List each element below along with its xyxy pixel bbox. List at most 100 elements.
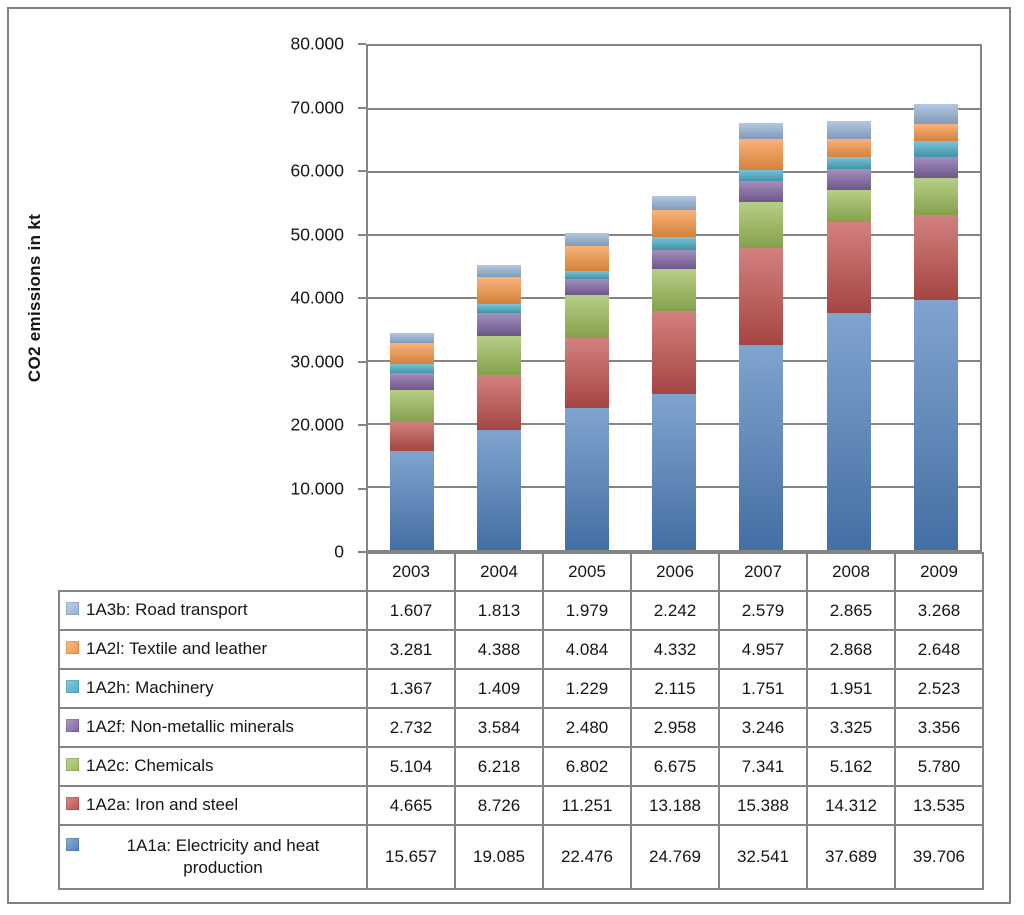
y-tick-mark [358,43,366,45]
legend-swatch-icon [66,758,79,772]
value-cell: 13.188 [630,785,720,826]
bar-segment [739,170,784,182]
value-cell: 3.246 [718,707,808,748]
legend-label: 1A2a: Iron and steel [86,795,239,815]
bar-segment [477,276,522,305]
y-tick-label: 20.000 [290,414,344,435]
y-tick-label: 80.000 [290,33,344,54]
value-cell: 2.648 [894,629,984,670]
y-tick-mark [358,487,366,490]
year-header-cell: 2006 [630,552,720,592]
y-tick-label: 70.000 [290,97,344,117]
table-row: 1A2f: Non-metallic minerals 2.732 3.584 2.4… [58,707,984,748]
bar-segment [826,189,871,223]
value-cell: 3.356 [894,707,984,748]
bar-segment [651,310,696,394]
legend-label: 1A1a: Electricity and heat production [126,835,320,877]
value-cell: 4.957 [718,629,808,670]
bar-segment [389,333,434,344]
legend-cell: 1A2l: Textile and leather [58,629,368,670]
legend-entry: 1A2f: Non-metallic minerals [66,716,360,738]
year-header-cell: 2003 [366,552,456,592]
value-cell: 2.868 [806,629,896,670]
stacked-bar-2003 [389,46,434,550]
value-cell: 14.312 [806,785,896,826]
legend-cell: 1A1a: Electricity and heat production [58,824,368,890]
bar-segment [651,236,696,251]
value-cell: 1.751 [718,668,808,709]
bar-segment [477,304,522,314]
legend-cell: 1A2f: Non-metallic minerals [58,707,368,748]
bar-segment [914,141,959,158]
value-cell: 24.769 [630,824,720,890]
legend-cell: 1A3b: Road transport [58,590,368,631]
value-cell: 8.726 [454,785,544,826]
bar-column-2004 [455,46,542,550]
year-header-cell: 2007 [718,552,808,592]
y-tick-mark [358,360,366,363]
legend-entry: 1A2h: Machinery [66,677,360,699]
value-cell: 2.579 [718,590,808,631]
value-cell: 1.813 [454,590,544,631]
stacked-bar-2005 [564,46,609,550]
bar-segment [389,389,434,422]
stacked-bar-2009 [914,46,959,550]
y-tick-mark [358,106,366,109]
y-tick-label: 60.000 [290,160,344,181]
value-cell: 1.979 [542,590,632,631]
bar-segment [826,222,871,313]
bar-segment [477,265,522,277]
legend-cell: 1A2a: Iron and steel [58,785,368,826]
bar-segment [564,294,609,338]
bar-segment [739,201,784,249]
value-cell: 1.229 [542,668,632,709]
bar-segment [914,103,959,125]
bar-segment [389,451,434,550]
y-tick-label: 0 [334,541,344,562]
value-cell: 2.242 [630,590,720,631]
bar-segment [651,250,696,269]
data-table: 2003 2004 2005 2006 2007 2008 2009 1A3b: Road t… [58,552,984,890]
bar-segment [477,429,522,550]
value-cell: 15.657 [366,824,456,890]
y-tick-mark [358,424,366,426]
table-row: 1A2a: Iron and steel 4.665 8.726 11.251 13.1… [58,785,984,826]
table-row: 1A2h: Machinery 1.367 1.409 1.229 2.115 1.751… [58,668,984,709]
stacked-bar-2006 [651,46,696,550]
bar-segment [739,248,784,345]
legend-label: 1A2f: Non-metallic minerals [86,717,294,737]
value-cell: 2.732 [366,707,456,748]
bar-segment [651,209,696,237]
bar-segment [651,268,696,311]
value-cell: 11.251 [542,785,632,826]
value-cell: 2.115 [630,668,720,709]
y-axis-tick-labels: 80.000 70.000 60.000 50.000 40.000 30.000 20.0… [0,34,344,562]
bar-segment [564,271,609,280]
value-cell: 2.523 [894,668,984,709]
bar-column-2008 [805,46,892,550]
bar-segment [914,157,959,179]
table-row: 1A1a: Electricity and heat production 15.… [58,824,984,890]
year-header-row: 2003 2004 2005 2006 2007 2008 2009 [59,552,984,592]
bar-column-2009 [893,46,980,550]
bar-segment [477,313,522,336]
value-cell: 1.607 [366,590,456,631]
value-cell: 32.541 [718,824,808,890]
gridline [368,108,980,110]
blank-cell [59,553,367,591]
y-tick-mark [358,233,366,236]
value-cell: 1.367 [366,668,456,709]
bar-segment [914,299,959,550]
value-cell: 3.325 [806,707,896,748]
value-cell: 5.780 [894,746,984,787]
legend-entry: 1A2a: Iron and steel [66,794,360,816]
value-cell: 13.535 [894,785,984,826]
value-cell: 6.218 [454,746,544,787]
value-cell: 15.388 [718,785,808,826]
value-cell: 2.958 [630,707,720,748]
legend-cell: 1A2h: Machinery [58,668,368,709]
bar-segment [739,122,784,140]
bar-segment [389,372,434,390]
stacked-bar-2004 [477,46,522,550]
